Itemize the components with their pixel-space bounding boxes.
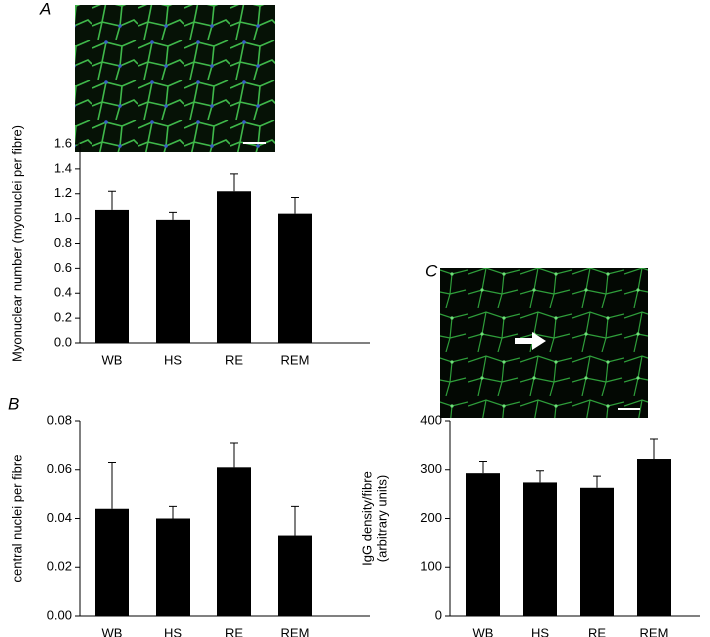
error-bar (650, 438, 658, 460)
x-tick-label: WB (473, 625, 494, 637)
x-tick-label: RE (225, 625, 243, 637)
y-tick-label: 1.2 (54, 185, 72, 200)
micrograph (440, 268, 648, 418)
error-bar (108, 461, 116, 509)
y-tick-label: 0.0 (54, 334, 72, 349)
bar (156, 518, 190, 616)
y-tick-label: 1.0 (54, 210, 72, 225)
x-tick-label: HS (164, 352, 182, 367)
bar (637, 459, 671, 616)
panel-label: A (39, 0, 51, 18)
x-tick-label: REM (640, 625, 669, 637)
y-tick-label: 0.8 (54, 235, 72, 250)
y-tick-label: 0.04 (47, 510, 72, 525)
error-bar (291, 505, 299, 536)
y-tick-label: 0.06 (47, 461, 72, 476)
y-tick-label: 1.6 (54, 135, 72, 150)
error-bar (479, 460, 487, 474)
y-tick-label: 200 (420, 510, 442, 525)
bar (278, 535, 312, 616)
error-bar (593, 475, 601, 488)
bar (217, 467, 251, 616)
panel-label: C (425, 261, 438, 280)
bar (156, 219, 190, 343)
x-tick-label: RE (225, 352, 243, 367)
y-tick-label: 300 (420, 461, 442, 476)
bar (278, 213, 312, 343)
x-tick-label: RE (588, 625, 606, 637)
x-tick-label: HS (531, 625, 549, 637)
y-tick-label: 0.6 (54, 260, 72, 275)
y-tick-label: 0.00 (47, 607, 72, 622)
error-bar (291, 196, 299, 214)
micrograph (75, 5, 275, 152)
y-tick-label: 0.02 (47, 559, 72, 574)
y-axis-label: (arbitrary units) (374, 475, 389, 562)
bar (95, 209, 129, 343)
x-tick-label: WB (102, 352, 123, 367)
y-tick-label: 1.4 (54, 160, 72, 175)
y-axis-label: Myonuclear number (myonuclei per fibre) (9, 125, 24, 362)
bar (95, 508, 129, 616)
y-tick-label: 0 (435, 607, 442, 622)
x-tick-label: REM (281, 352, 310, 367)
y-tick-label: 0.2 (54, 310, 72, 325)
y-axis-label: central nuclei per fibre (9, 455, 24, 583)
bar (523, 482, 557, 616)
error-bar (230, 173, 238, 192)
y-tick-label: 0.4 (54, 285, 72, 300)
y-tick-label: 0.08 (47, 412, 72, 427)
error-bar (536, 470, 544, 483)
error-bar (230, 442, 238, 468)
bar (580, 487, 614, 616)
arrow (515, 332, 546, 350)
x-tick-label: WB (102, 625, 123, 637)
bar (466, 473, 500, 616)
bar (217, 191, 251, 343)
error-bar (169, 505, 177, 519)
error-bar (108, 190, 116, 210)
x-tick-label: HS (164, 625, 182, 637)
x-tick-label: REM (281, 625, 310, 637)
y-tick-label: 100 (420, 559, 442, 574)
error-bar (169, 211, 177, 220)
y-axis-label: IgG density/fibre (359, 471, 374, 566)
panel-label: B (8, 394, 19, 413)
y-tick-label: 400 (420, 412, 442, 427)
